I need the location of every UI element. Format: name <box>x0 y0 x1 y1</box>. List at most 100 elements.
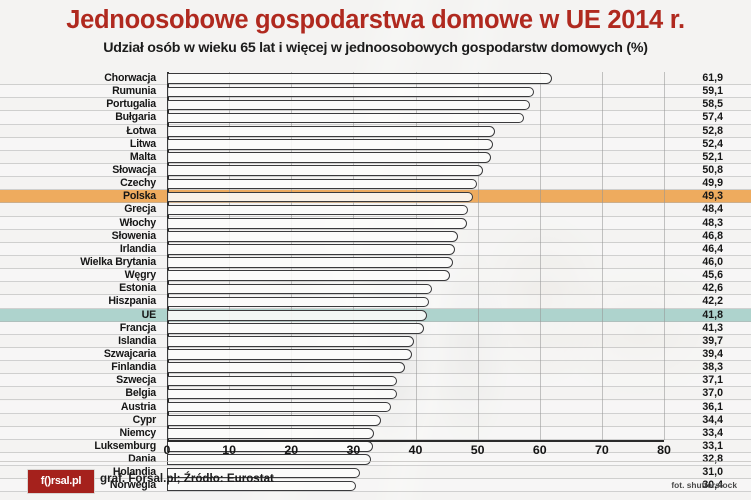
bar[interactable] <box>167 125 496 137</box>
country-label: Estonia <box>119 282 156 295</box>
bar[interactable] <box>167 362 405 374</box>
chart-row[interactable]: Wielka Brytania 46,0 <box>0 255 751 270</box>
value-label: 46,4 <box>702 242 723 255</box>
bar-container <box>167 270 451 282</box>
chart-row[interactable]: Słowenia 46,8 <box>0 230 751 243</box>
bar-container <box>167 415 381 426</box>
x-tick-label: 0 <box>163 443 171 457</box>
bar[interactable] <box>167 231 458 242</box>
bar[interactable] <box>167 204 468 216</box>
country-label: Litwa <box>129 137 156 150</box>
country-label: Czechy <box>120 177 156 190</box>
country-label: Szwajcaria <box>103 347 156 360</box>
chart-row[interactable]: Malta 52,1 <box>0 151 751 164</box>
chart-row[interactable]: Łotwa 52,8 <box>0 125 751 138</box>
bar-container <box>167 375 398 387</box>
value-label: 57,4 <box>702 111 723 124</box>
chart-row[interactable]: Hiszpania 42,2 <box>0 295 751 309</box>
bar[interactable] <box>167 270 451 282</box>
chart-row[interactable]: Chorwacja 61,9 <box>0 72 751 86</box>
bar[interactable] <box>167 415 381 426</box>
chart-row[interactable]: Islandia 39,7 <box>0 335 751 348</box>
value-label: 38,3 <box>702 361 723 374</box>
country-label: Malta <box>129 150 156 163</box>
bar[interactable] <box>167 165 483 176</box>
bar[interactable] <box>167 73 552 84</box>
value-label: 45,6 <box>702 269 723 282</box>
chart-row[interactable]: Finlandia 38,3 <box>0 361 751 375</box>
bar-container <box>167 244 456 255</box>
bar-container <box>167 401 392 413</box>
chart-row[interactable]: Litwa 52,4 <box>0 137 751 151</box>
chart-row[interactable]: Węgry 45,6 <box>0 269 751 283</box>
value-label: 61,9 <box>702 72 723 84</box>
country-label: Włochy <box>119 216 157 229</box>
bar-container <box>167 428 375 439</box>
x-tick-label: 70 <box>594 443 609 457</box>
chart-row[interactable]: Rumunia 59,1 <box>0 85 751 99</box>
bar[interactable] <box>167 428 375 439</box>
bar[interactable] <box>167 217 468 229</box>
bar[interactable] <box>167 112 524 124</box>
bar[interactable] <box>167 309 427 321</box>
bar[interactable] <box>167 323 424 334</box>
bar[interactable] <box>167 139 493 150</box>
bar[interactable] <box>167 401 392 413</box>
bar[interactable] <box>167 244 456 255</box>
chart-row[interactable]: Bułgaria 57,4 <box>0 111 751 125</box>
page-title: Jednoosobowe gospodarstwa domowe w UE 20… <box>66 6 685 34</box>
chart-row[interactable]: Szwecja 37,1 <box>0 374 751 388</box>
chart-row[interactable]: Polska 49,3 <box>0 190 751 204</box>
country-label: Rumunia <box>112 85 156 98</box>
bar-container <box>167 217 468 229</box>
bar[interactable] <box>167 349 412 360</box>
value-label: 48,4 <box>702 203 723 216</box>
chart-row[interactable]: Portugalia 58,5 <box>0 98 751 112</box>
chart-row[interactable]: Irlandia 46,4 <box>0 242 751 256</box>
chart-row[interactable]: Niemcy 33,4 <box>0 426 751 440</box>
bar[interactable] <box>167 336 414 347</box>
bar-container <box>167 296 430 308</box>
photo-credit: fot. shutterstock <box>671 480 737 490</box>
chart-row[interactable]: Belgia 37,0 <box>0 387 751 401</box>
bar[interactable] <box>167 152 491 163</box>
chart-row[interactable]: Szwajcaria 39,4 <box>0 347 751 362</box>
x-tick-label: 20 <box>284 443 299 457</box>
chart-row[interactable]: Estonia 42,6 <box>0 282 751 296</box>
bar[interactable] <box>167 283 432 295</box>
bar[interactable] <box>167 99 531 111</box>
value-label: 46,8 <box>702 229 723 242</box>
bar[interactable] <box>167 375 398 387</box>
chart-row[interactable]: Włochy 48,3 <box>0 216 751 230</box>
page-subtitle: Udział osób w wieku 65 lat i więcej w je… <box>103 40 648 56</box>
value-label: 39,4 <box>702 347 723 360</box>
bar[interactable] <box>167 388 397 400</box>
footer: f()rsal.pl graf. Forsal.pl; Źródło: Euro… <box>0 464 751 500</box>
bar-container <box>167 139 493 150</box>
bar-container <box>167 323 424 334</box>
chart-row[interactable]: Austria 36,1 <box>0 400 751 414</box>
bar[interactable] <box>167 178 477 190</box>
chart-row[interactable]: Czechy 49,9 <box>0 177 751 191</box>
country-label: Niemcy <box>119 426 157 439</box>
chart-row[interactable]: UE 41,8 <box>0 308 751 322</box>
forsal-logo[interactable]: f()rsal.pl <box>27 469 95 494</box>
chart-row[interactable]: Francja 41,3 <box>0 321 751 335</box>
chart-row[interactable]: Grecja 48,4 <box>0 203 751 217</box>
bar-container <box>167 86 535 98</box>
x-axis-ticks: 0 10 20 30 40 50 60 70 80 <box>0 443 751 463</box>
value-label: 41,3 <box>702 321 723 334</box>
bar[interactable] <box>167 86 535 98</box>
chart-row[interactable]: Słowacja 50,8 <box>0 163 751 178</box>
bar[interactable] <box>167 296 430 308</box>
country-label: Wielka Brytania <box>80 255 156 268</box>
chart-row[interactable]: Cypr 34,4 <box>0 414 751 427</box>
value-label: 49,9 <box>702 177 723 190</box>
bar-container <box>167 204 468 216</box>
value-label: 52,4 <box>702 137 723 150</box>
value-label: 50,8 <box>702 163 723 176</box>
bar[interactable] <box>167 257 453 268</box>
bar[interactable] <box>167 191 474 203</box>
country-label: Austria <box>120 400 156 413</box>
bar-container <box>167 309 427 321</box>
